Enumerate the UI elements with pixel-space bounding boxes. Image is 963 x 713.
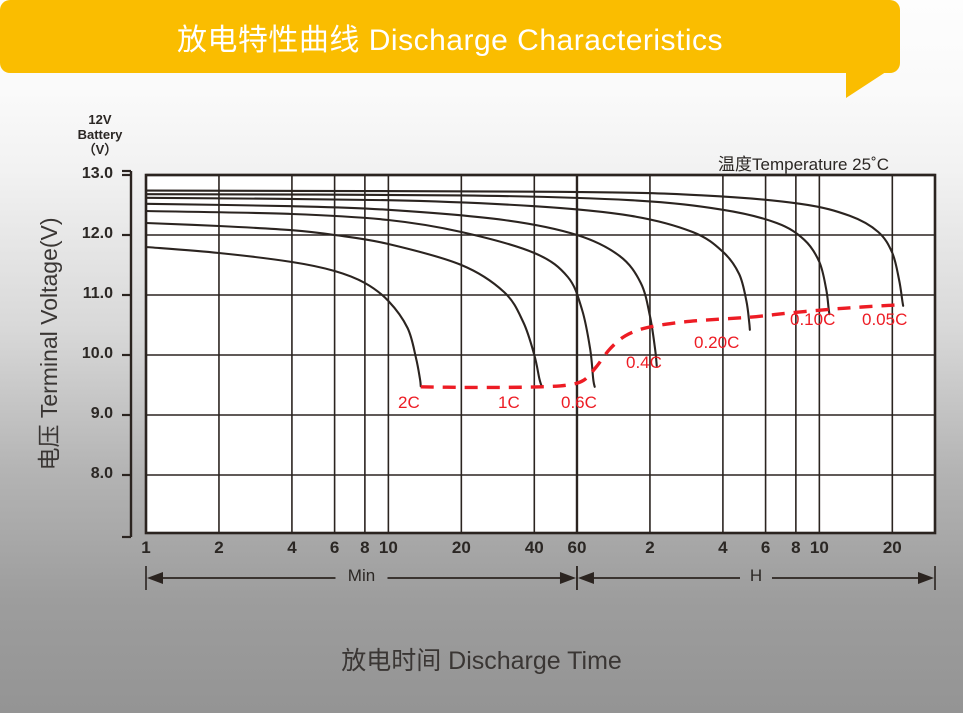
hours-range-label: H <box>749 566 763 585</box>
y-axis-tick-label: 11.0 <box>82 285 113 302</box>
x-axis-tick-label: 4 <box>287 538 297 557</box>
x-axis-tick-label: 10 <box>809 538 829 557</box>
c-rate-label: 1C <box>498 393 520 412</box>
x-axis-tick-label: 2 <box>214 538 224 557</box>
temperature-annotation: 温度Temperature 25˚C <box>718 155 890 174</box>
y-axis-tick-label: 13.0 <box>81 165 113 182</box>
x-axis-tick-label: 10 <box>378 538 398 557</box>
c-rate-label: 0.6C <box>561 393 597 412</box>
x-axis-tick-label: 20 <box>451 538 471 557</box>
x-axis-title: 放电时间 Discharge Time <box>341 647 622 675</box>
banner-tail-icon <box>846 64 898 98</box>
page-title: 放电特性曲线 Discharge Characteristics <box>176 23 724 57</box>
c-rate-label: 0.10C <box>790 310 836 329</box>
x-axis-tick-label: 6 <box>760 538 771 557</box>
discharge-curve <box>144 196 751 331</box>
y-axis-header: 12V Battery （V） <box>58 112 142 157</box>
discharge-curve <box>144 193 831 316</box>
c-rate-label: 0.4C <box>626 353 662 372</box>
c-rate-label: 2C <box>398 393 420 412</box>
cutoff-voltage-curve <box>420 302 904 390</box>
hours-range-arrow-left-icon <box>577 572 594 584</box>
x-axis-tick-label: 6 <box>329 538 340 557</box>
discharge-curve <box>144 245 422 388</box>
y-axis-header-line2: Battery <box>77 127 123 142</box>
minutes-range-arrow-left-icon <box>147 572 163 584</box>
x-axis-tick-label: 2 <box>645 538 655 557</box>
y-axis-header-line3: （V） <box>82 142 118 157</box>
discharge-curve <box>144 221 543 388</box>
x-axis-tick-label: 20 <box>882 538 902 557</box>
x-axis-tick-label: 40 <box>524 538 544 557</box>
c-rate-label: 0.05C <box>862 310 908 329</box>
header-banner: 放电特性曲线 Discharge Characteristics <box>0 0 900 73</box>
x-axis-tick-label: 8 <box>791 538 801 557</box>
discharge-curve <box>144 189 905 307</box>
x-axis-tick-label: 8 <box>360 538 370 557</box>
y-axis-header-line1: 12V <box>88 112 112 127</box>
x-axis-tick-label: 4 <box>718 538 728 557</box>
y-axis-tick-label: 12.0 <box>81 225 113 242</box>
y-axis-tick-label: 8.0 <box>90 465 113 482</box>
plot-frame <box>144 173 937 535</box>
minutes-range-arrow-right-icon <box>559 572 576 584</box>
x-axis-tick-label: 60 <box>567 538 587 557</box>
c-rate-label: 0.20C <box>694 333 740 352</box>
y-axis-tick-label: 9.0 <box>90 405 113 422</box>
y-axis-tick-label: 10.0 <box>81 345 113 362</box>
minutes-range-label: Min <box>347 566 376 585</box>
x-axis-tick-label: 1 <box>141 538 151 557</box>
hours-range-arrow-right-icon <box>918 572 934 584</box>
discharge-curve <box>144 209 596 388</box>
